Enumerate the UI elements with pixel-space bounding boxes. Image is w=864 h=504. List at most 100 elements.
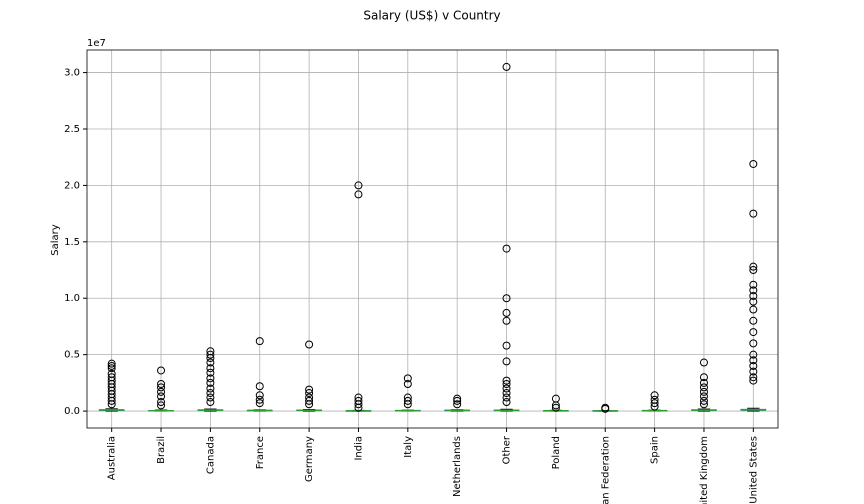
flier (305, 400, 314, 409)
flier (749, 361, 758, 370)
flier (305, 389, 314, 398)
x-tick-label: Poland (551, 436, 562, 469)
flier (403, 374, 412, 383)
flier (699, 396, 708, 405)
flier (502, 393, 511, 402)
flier (749, 328, 758, 337)
y-tick-label: 1.5 (64, 237, 80, 248)
flier (305, 385, 314, 394)
flier (551, 403, 560, 412)
flier (157, 383, 166, 392)
flier (157, 387, 166, 396)
flier (206, 398, 215, 407)
flier (749, 297, 758, 306)
x-tick-label: Netherlands (452, 436, 463, 497)
flier (403, 379, 412, 388)
y-tick-label: 1.0 (64, 293, 80, 304)
x-tick-label: Russian Federation (600, 436, 611, 504)
flier (502, 316, 511, 325)
flier (206, 358, 215, 367)
flier (354, 400, 363, 409)
x-tick-label: Germany (304, 436, 315, 482)
flier (157, 401, 166, 410)
flier (502, 376, 511, 385)
flier (749, 262, 758, 271)
flier (749, 305, 758, 314)
flier (601, 404, 610, 413)
flier (255, 382, 264, 391)
flier (157, 392, 166, 401)
flier (502, 308, 511, 317)
flier (502, 294, 511, 303)
flier (699, 392, 708, 401)
x-tick-label: Canada (205, 436, 216, 474)
flier (107, 361, 116, 370)
flier (453, 394, 462, 403)
flier (749, 159, 758, 168)
flier (255, 337, 264, 346)
y-tick-label: 0.5 (64, 350, 80, 361)
x-tick-label: France (255, 436, 266, 469)
flier (107, 359, 116, 368)
flier (255, 395, 264, 404)
flier (699, 387, 708, 396)
flier (749, 286, 758, 295)
x-tick-label: United States (748, 436, 759, 504)
x-tick-label: Spain (650, 436, 661, 464)
flier (749, 356, 758, 365)
y-tick-label: 0.0 (64, 406, 80, 417)
flier (650, 399, 659, 408)
flier (107, 396, 116, 405)
flier (502, 389, 511, 398)
flier (107, 364, 116, 373)
flier (354, 190, 363, 199)
flier (749, 350, 758, 359)
flier (749, 209, 758, 218)
flier (107, 400, 116, 409)
flier (699, 358, 708, 367)
chart-title: Salary (US$) v Country (363, 9, 500, 23)
flier (650, 391, 659, 400)
flier (354, 181, 363, 190)
y-axis-label: Salary (50, 224, 61, 255)
flier (749, 291, 758, 300)
flier (749, 339, 758, 348)
flier (650, 402, 659, 411)
flier (551, 401, 560, 410)
flier (502, 384, 511, 393)
flier (206, 350, 215, 359)
flier (749, 266, 758, 275)
x-tick-label: Italy (403, 436, 414, 458)
flier (206, 378, 215, 387)
flier (749, 373, 758, 382)
flier (157, 366, 166, 375)
flier (206, 393, 215, 402)
y-tick-label: 2.5 (64, 124, 80, 135)
flier (206, 374, 215, 383)
x-tick-label: Australia (107, 436, 118, 480)
flier (749, 367, 758, 376)
flier (305, 396, 314, 405)
flier (403, 400, 412, 409)
plot-area: 0.0 0.5 1.0 1.5 2.0 2.5 3.0 Australia Brazil Cana… (64, 50, 778, 504)
flier (699, 383, 708, 392)
flier (699, 378, 708, 387)
flier (354, 403, 363, 412)
flier (255, 399, 264, 408)
flier (749, 280, 758, 289)
flier (403, 396, 412, 405)
flier (699, 400, 708, 409)
y-tick-label: 2.0 (64, 180, 80, 191)
flier (502, 357, 511, 366)
flier (502, 62, 511, 71)
offset-label: 1e7 (87, 38, 106, 49)
flier (206, 384, 215, 393)
axes-frame (86, 49, 779, 429)
flier (305, 340, 314, 349)
flier (699, 373, 708, 382)
flier (206, 389, 215, 398)
flier (502, 244, 511, 253)
flier (453, 400, 462, 409)
